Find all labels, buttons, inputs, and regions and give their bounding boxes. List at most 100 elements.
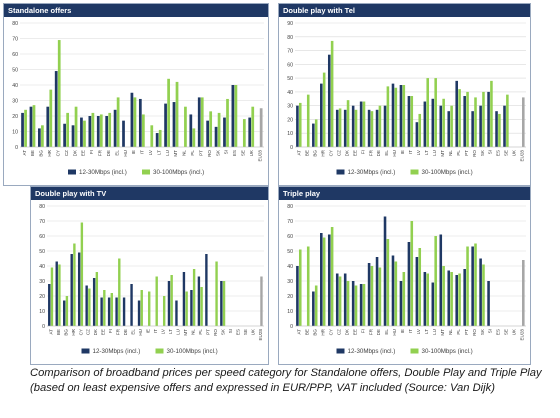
bar xyxy=(335,109,339,147)
y-tick-label: 30 xyxy=(287,279,293,285)
bar xyxy=(298,102,302,147)
y-tick-label: 50 xyxy=(287,249,293,255)
bar xyxy=(338,108,342,147)
bar xyxy=(423,272,427,326)
x-tick-label: LT xyxy=(424,150,429,155)
bar xyxy=(434,236,437,326)
x-tick-label: LV xyxy=(416,328,421,334)
x-tick-label: SK xyxy=(215,149,220,156)
bar xyxy=(175,300,178,326)
bar xyxy=(322,237,326,326)
x-tick-label: EE xyxy=(352,329,357,335)
x-tick-label: HU xyxy=(123,150,128,157)
bar xyxy=(362,284,366,326)
bar xyxy=(386,239,390,326)
x-tick-label: DE xyxy=(376,329,381,335)
y-tick-label: 10 xyxy=(287,131,293,137)
bar xyxy=(378,105,382,147)
x-tick-label: ES xyxy=(496,329,501,335)
bar xyxy=(463,269,466,326)
bar xyxy=(41,125,44,147)
legend-label: 30-100Mbps (incl.) xyxy=(167,348,218,355)
bar xyxy=(184,106,187,147)
x-tick-label: LU xyxy=(432,329,437,335)
x-tick-label: UK xyxy=(512,149,517,156)
legend-label: 12-30Mbps (incl.) xyxy=(348,348,396,355)
chart-panel-double-play-tv: Double play with TV 0 10 20 30 40 50 60 70 80 AT B… xyxy=(30,186,269,365)
bar xyxy=(32,105,36,147)
bar xyxy=(38,128,41,147)
bar xyxy=(426,78,429,147)
legend-label: 30-100Mbps (incl.) xyxy=(422,169,473,176)
bar xyxy=(343,273,347,326)
x-tick-label: HR xyxy=(320,328,325,335)
bar xyxy=(450,105,453,147)
bar xyxy=(391,83,395,147)
bar xyxy=(205,254,208,326)
x-tick-label: CY xyxy=(328,329,333,335)
figure-caption: Comparison of broadband prices per speed… xyxy=(30,367,542,394)
x-tick-label: CZ xyxy=(86,329,91,335)
bar xyxy=(431,282,435,326)
x-tick-label: CZ xyxy=(64,150,69,156)
x-tick-label: IT xyxy=(153,329,158,333)
x-tick-label: SI xyxy=(488,150,493,154)
chart-panel-standalone: Standalone offers 0 10 20 30 40 50 60 70 80 AT BE B… xyxy=(3,3,269,186)
bar xyxy=(192,128,196,147)
x-tick-label: CY xyxy=(328,150,333,156)
y-tick-label: 0 xyxy=(290,324,293,330)
bar xyxy=(113,109,117,147)
y-tick-label: 60 xyxy=(39,234,45,240)
bar xyxy=(391,255,395,326)
x-tick-label: HR xyxy=(71,328,76,335)
bar xyxy=(367,263,371,326)
x-tick-label: DK xyxy=(72,149,77,156)
bar xyxy=(418,113,422,147)
x-tick-label: ES xyxy=(496,150,501,156)
y-tick-label: 60 xyxy=(12,52,18,58)
y-tick-label: 50 xyxy=(287,76,293,82)
x-tick-label: UK xyxy=(512,328,517,335)
bar xyxy=(343,109,347,147)
x-tick-label: RO xyxy=(472,329,477,336)
bar xyxy=(327,54,331,147)
bar xyxy=(54,71,58,147)
y-tick-label: 50 xyxy=(39,249,45,255)
bar xyxy=(312,123,315,147)
y-tick-label: 40 xyxy=(12,83,18,89)
bar xyxy=(320,233,323,326)
bar xyxy=(402,85,406,147)
bar xyxy=(402,272,406,326)
bar xyxy=(394,87,398,147)
y-tick-label: 30 xyxy=(12,99,18,105)
legend-swatch xyxy=(68,169,76,175)
x-tick-label: HU xyxy=(138,329,143,336)
x-tick-label: NL xyxy=(448,150,453,156)
y-tick-label: 80 xyxy=(287,204,293,210)
bar xyxy=(21,112,24,147)
bar xyxy=(359,101,363,147)
x-tick-label: NL xyxy=(448,329,453,335)
x-tick-label: AT xyxy=(297,150,302,156)
bar xyxy=(463,96,466,147)
y-tick-label: 70 xyxy=(287,219,293,225)
bar xyxy=(107,297,111,326)
bar xyxy=(410,96,414,147)
x-tick-label: BG xyxy=(63,329,68,336)
bar xyxy=(150,125,154,147)
x-tick-label: MT xyxy=(440,329,445,336)
chart-panel-triple-play: Triple play 0 10 20 30 40 50 60 70 80 AT BE BG HR CY C… xyxy=(278,186,531,365)
x-tick-label: PL xyxy=(198,329,203,335)
bar xyxy=(479,258,482,326)
bar xyxy=(415,257,419,326)
bar xyxy=(70,254,73,326)
x-tick-label: PL xyxy=(456,150,461,156)
bar xyxy=(148,291,151,326)
x-tick-label: FR xyxy=(368,149,373,156)
bar xyxy=(439,105,443,147)
y-tick-label: 70 xyxy=(12,37,18,43)
bar xyxy=(63,123,66,147)
y-tick-label: 40 xyxy=(287,90,293,96)
bar xyxy=(351,281,355,326)
bar xyxy=(503,105,506,147)
